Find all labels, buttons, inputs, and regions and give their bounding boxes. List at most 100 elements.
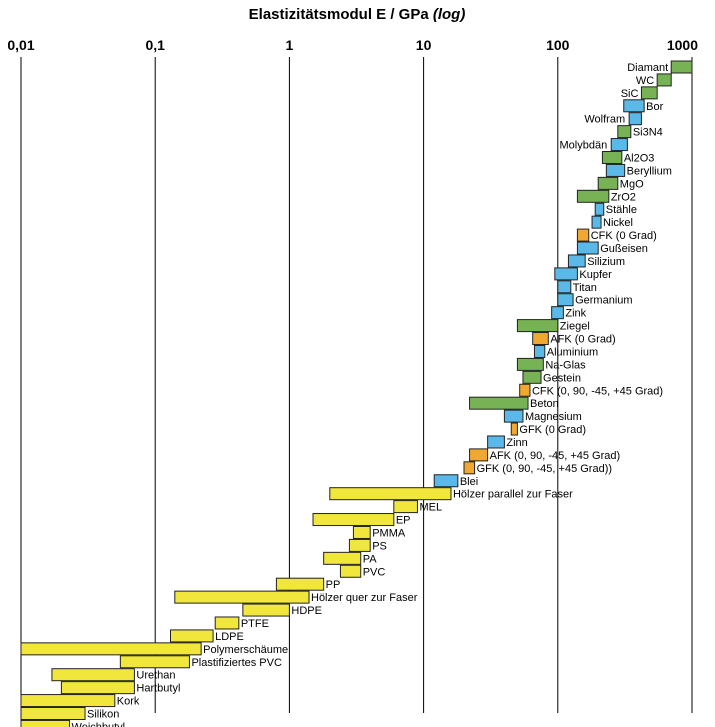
bar: [567, 254, 586, 268]
bar: [20, 719, 71, 727]
bar: [522, 370, 542, 384]
bar-label: CFK (0, 90, -45, +45 Grad): [532, 385, 663, 397]
bar: [532, 332, 549, 346]
bar: [623, 99, 645, 113]
bar-label: PMMA: [372, 527, 406, 539]
bar-label: Silikon: [87, 709, 119, 721]
bar-label: Germanium: [575, 295, 632, 307]
bar: [503, 409, 524, 423]
bar: [591, 215, 602, 229]
bar: [214, 616, 240, 630]
bar: [275, 577, 325, 591]
bar: [610, 138, 628, 152]
bar: [487, 435, 505, 449]
bar: [169, 629, 214, 643]
bar-label: Wolfram: [584, 114, 625, 126]
bar-label: Kork: [117, 696, 140, 708]
chart-title: Elastizitätsmodul E / GPa (log): [249, 6, 466, 23]
bar: [670, 60, 693, 74]
bar: [20, 642, 202, 656]
bar: [551, 306, 564, 320]
bar: [329, 487, 452, 501]
bar-label: Ziegel: [560, 321, 590, 333]
bar-label: PP: [326, 579, 341, 591]
bar-label: Weichbutyl: [72, 721, 126, 727]
bar-label: SiC: [621, 88, 639, 100]
bar-label: PA: [363, 553, 378, 565]
bar-label: CFK (0 Grad): [591, 230, 657, 242]
bar: [516, 319, 559, 333]
bar-label: EP: [396, 515, 411, 527]
bar: [242, 603, 290, 617]
bar: [348, 538, 371, 552]
x-axis-ticks: 0,01 0,1 1 10 100 1000: [7, 37, 698, 53]
bar-label: Bor: [646, 101, 663, 113]
bar-label: Urethan: [136, 670, 175, 682]
bar-label: Diamant: [627, 62, 668, 74]
bar: [469, 396, 529, 410]
bar-label: Zink: [565, 308, 586, 320]
bar-label: AFK (0, 90, -45, +45 Grad): [490, 450, 621, 462]
bar: [557, 293, 574, 307]
bar-label: Stähle: [606, 204, 637, 216]
bar-label: Polymerschäume: [203, 644, 288, 656]
bar: [557, 280, 572, 294]
bar-label: PTFE: [241, 618, 269, 630]
bar: [605, 163, 626, 177]
bar: [469, 448, 489, 462]
bar: [433, 474, 459, 488]
bar: [119, 655, 190, 669]
bar-label: LDPE: [215, 631, 244, 643]
bar-label: PS: [372, 540, 387, 552]
bar-label: ZrO2: [611, 191, 636, 203]
bar: [352, 525, 371, 539]
bar-label: MgO: [620, 178, 644, 190]
bar-label: WC: [636, 75, 654, 87]
gridlines: [20, 57, 693, 713]
bar: [463, 461, 476, 475]
bar-label: Hölzer parallel zur Faser: [453, 489, 573, 501]
bar-label: Na-Glas: [545, 359, 586, 371]
x-tick-label: 0,01: [7, 37, 34, 53]
bar: [597, 176, 619, 190]
bar: [628, 112, 642, 126]
bar-label: Kupfer: [579, 269, 612, 281]
bar-label: Molybdän: [560, 140, 608, 152]
bar-label: GFK (0, 90, -45, +45 Grad)): [477, 463, 612, 475]
chart-title-main: Elastizitätsmodul E / GPa: [249, 6, 430, 23]
bar-label: AFK (0 Grad): [550, 334, 615, 346]
bar-label: PVC: [363, 566, 386, 578]
bar: [20, 707, 86, 720]
bar: [617, 125, 632, 139]
x-tick-label: 10: [416, 37, 432, 53]
chart-title-scale: (log): [433, 6, 465, 23]
bar: [640, 86, 658, 100]
bar: [576, 228, 590, 242]
bar: [601, 151, 623, 165]
bar-label: Beton: [530, 398, 559, 410]
bar: [60, 681, 135, 695]
bar-label: Hölzer quer zur Faser: [311, 592, 418, 604]
bar-label: Hartbutyl: [136, 683, 180, 695]
bar-label: Blei: [460, 476, 478, 488]
bar: [516, 357, 544, 371]
bar: [339, 564, 362, 578]
bar: [656, 73, 672, 87]
x-tick-label: 1000: [667, 37, 698, 53]
bars: [20, 60, 693, 727]
bar: [576, 189, 610, 203]
bar: [519, 383, 531, 397]
bar-label: Si3N4: [633, 127, 663, 139]
bar: [393, 500, 418, 514]
bar-label: MEL: [419, 502, 442, 514]
bar-label: Magnesium: [525, 411, 582, 423]
bar-label: Gestein: [543, 372, 581, 384]
bar-label: Beryllium: [627, 165, 672, 177]
bar-label: Titan: [573, 282, 597, 294]
x-tick-label: 0,1: [145, 37, 165, 53]
bar: [51, 668, 135, 682]
bar: [594, 202, 605, 216]
bar-label: Silizium: [587, 256, 625, 268]
